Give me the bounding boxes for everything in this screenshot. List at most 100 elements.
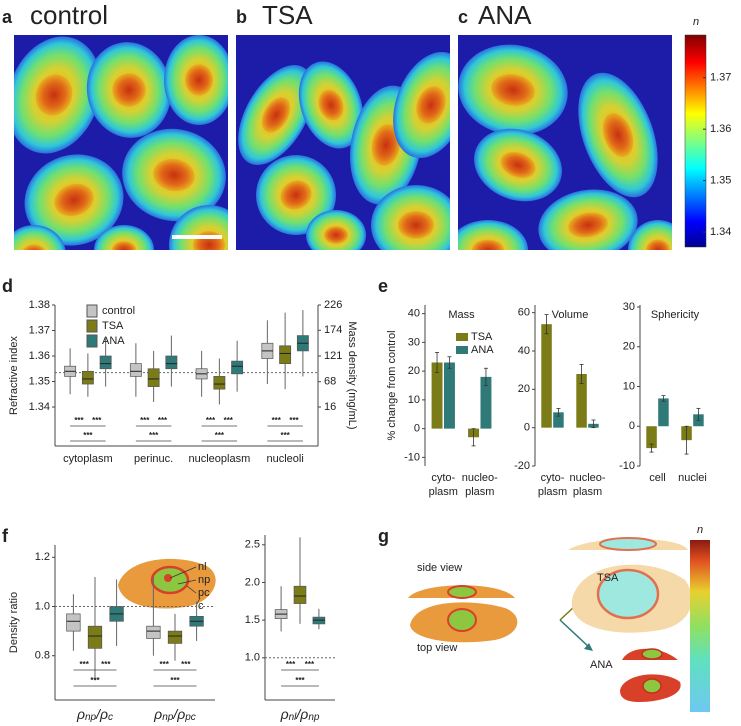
- label-part: /ρ: [172, 706, 185, 722]
- significance: ***: [83, 431, 93, 440]
- bar: [541, 324, 552, 428]
- panel-letter: e: [378, 276, 388, 296]
- nucleus: [602, 113, 634, 157]
- nucleus: [646, 239, 670, 250]
- nucleus: [472, 239, 504, 250]
- box: [293, 585, 307, 604]
- colorbar-label: n: [693, 16, 699, 28]
- y2-tick-label: 121: [324, 350, 342, 362]
- legend-swatch: [86, 319, 98, 333]
- cell: [14, 225, 66, 250]
- view-label: side view: [417, 562, 462, 574]
- y-tick-label: 1.38: [29, 299, 50, 311]
- y-tick-label: 2.0: [245, 576, 260, 588]
- label-part: np: [308, 712, 320, 723]
- significance: ***: [92, 416, 102, 425]
- label-part: c: [108, 712, 113, 723]
- y2-axis-label: Mass density (mg/mL): [346, 321, 358, 429]
- bar: [646, 426, 657, 449]
- y-tick-label: 1.0: [245, 652, 260, 664]
- arrow-label: ANA: [590, 659, 613, 671]
- x-tick-label: ρnp/ρc: [76, 706, 113, 723]
- significance: ***: [206, 416, 216, 425]
- cell: [458, 220, 528, 250]
- colorbar-label: n: [697, 524, 703, 536]
- nucleus: [371, 124, 401, 166]
- significance: ***: [224, 416, 234, 425]
- legend-label: ANA: [471, 344, 494, 356]
- nucleus: [35, 74, 73, 116]
- x-tick-label: cell: [649, 472, 666, 484]
- nucleus: [153, 158, 195, 192]
- x-tick-label: nucleoli: [266, 453, 303, 465]
- diagram-label: pc: [198, 587, 210, 599]
- box: [66, 613, 81, 632]
- panel-letter: b: [236, 7, 247, 27]
- box: [213, 376, 226, 390]
- colorbar-tick-label: 1.37: [710, 72, 731, 84]
- significance: ***: [280, 431, 290, 440]
- significance: ***: [181, 660, 191, 669]
- nucleus: [261, 97, 291, 133]
- panel-letter: c: [458, 7, 468, 27]
- significance: ***: [101, 660, 111, 669]
- y-tick-label: 1.36: [29, 350, 50, 362]
- y-tick-label: 30: [408, 336, 420, 348]
- significance: ***: [272, 416, 282, 425]
- panel-letter: f: [2, 526, 9, 546]
- y-tick-label: 20: [623, 341, 635, 353]
- y-tick-label: 1.2: [35, 551, 50, 563]
- box: [129, 363, 142, 377]
- diagram-label: np: [198, 574, 210, 586]
- panel-letter: a: [2, 7, 13, 27]
- legend-label: TSA: [102, 320, 124, 332]
- chart-title: Mass: [448, 309, 475, 321]
- box: [167, 630, 183, 644]
- chart-title: Sphericity: [651, 309, 700, 321]
- label-part: np: [162, 712, 174, 723]
- nucleus: [416, 86, 446, 124]
- scale-bar: [172, 235, 222, 239]
- box: [99, 355, 112, 370]
- significance: ***: [170, 676, 180, 685]
- y2-tick-label: 226: [324, 299, 342, 311]
- bar: [658, 398, 669, 427]
- significance: ***: [149, 431, 159, 440]
- y-tick-label: 0: [524, 422, 530, 434]
- nucleus: [324, 226, 348, 244]
- label-part: ρ: [280, 706, 289, 722]
- y-tick-label: 0.8: [35, 650, 50, 662]
- significance: ***: [90, 676, 100, 685]
- x-tick-label: ρnp/ρpc: [153, 706, 196, 723]
- nucleus: [185, 64, 213, 96]
- y-tick-label: 0: [629, 420, 635, 432]
- bar: [443, 362, 455, 429]
- box: [279, 345, 292, 364]
- panel-letter: d: [2, 276, 13, 296]
- box: [165, 355, 178, 370]
- significance: ***: [140, 416, 150, 425]
- y-axis-label: Refractive index: [8, 336, 20, 415]
- label-part: /ρ: [295, 706, 308, 722]
- x-tick-label: cytoplasm: [63, 453, 113, 465]
- legend-label: control: [102, 305, 135, 317]
- nucleus: [491, 74, 535, 106]
- legend-label: ANA: [102, 335, 125, 347]
- x-tick-label: plasm: [465, 486, 494, 498]
- legend-swatch: [86, 304, 98, 318]
- nucleus: [22, 244, 46, 250]
- y-tick-label: 30: [623, 301, 635, 313]
- box: [231, 360, 244, 375]
- y-tick-label: 60: [518, 307, 530, 319]
- y-tick-label: 20: [518, 383, 530, 395]
- x-tick-label: perinuc.: [134, 453, 173, 465]
- x-tick-label: plasm: [573, 486, 602, 498]
- y-tick-label: 40: [408, 308, 420, 320]
- y-tick-label: -10: [404, 451, 420, 463]
- label-part: ρ: [76, 706, 85, 722]
- y-tick-label: 10: [408, 394, 420, 406]
- x-tick-label: nuclei: [678, 472, 707, 484]
- diagram-label: c: [198, 600, 204, 612]
- significance: ***: [215, 431, 225, 440]
- label-part: nl: [289, 712, 298, 723]
